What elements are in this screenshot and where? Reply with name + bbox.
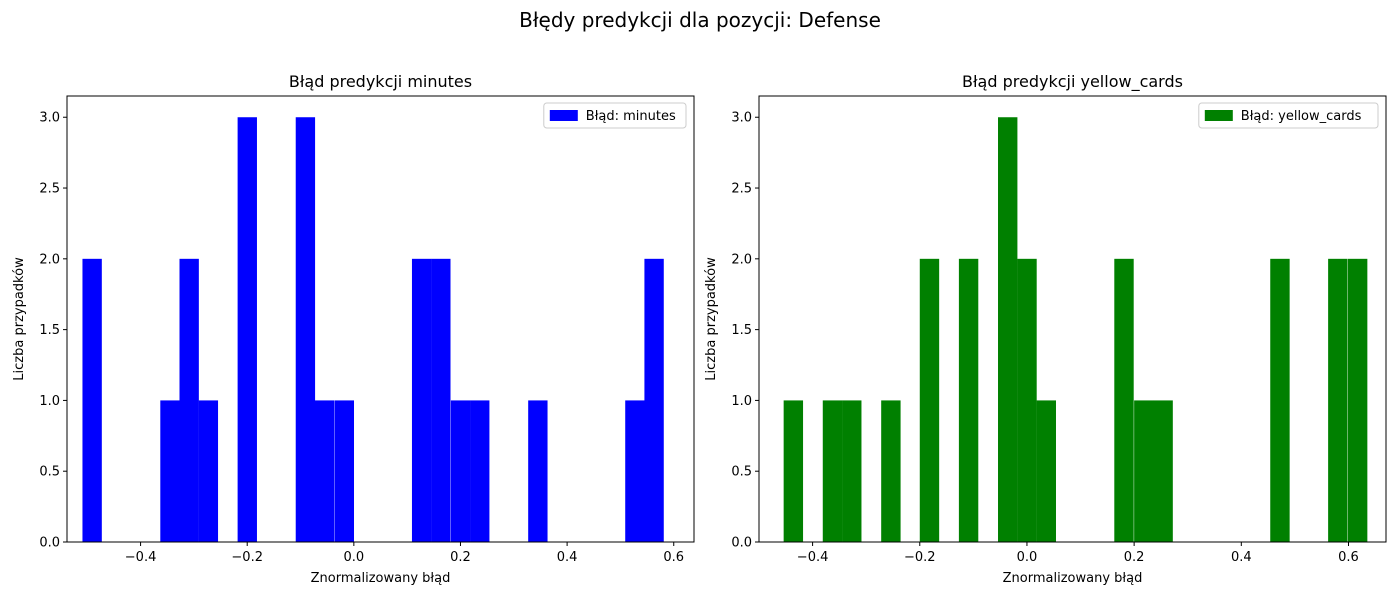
legend-label: Błąd: yellow_cards <box>1241 109 1362 124</box>
histogram-bar <box>160 400 180 542</box>
chart-title: Błąd predykcji yellow_cards <box>962 72 1183 92</box>
histogram-bar <box>644 258 664 542</box>
histogram-bar <box>1328 258 1348 542</box>
histogram-bar <box>198 400 219 542</box>
histogram-bar <box>783 400 804 542</box>
axes-frame <box>758 95 1387 543</box>
y-axis-label: Liczba przypadków <box>704 257 719 381</box>
y-tick-label: 1.5 <box>731 323 752 338</box>
histogram-bar <box>958 258 979 542</box>
x-tick-label: 0.0 <box>343 550 364 565</box>
histogram-bar <box>82 258 102 542</box>
histogram-bar <box>1017 258 1037 542</box>
y-tick-label: 1.0 <box>731 394 752 409</box>
y-tick-label: 0.5 <box>39 465 60 480</box>
x-tick-label: 0.4 <box>557 550 578 565</box>
x-tick-label: −0.2 <box>904 550 936 565</box>
x-tick-label: −0.4 <box>125 550 157 565</box>
histogram-bar <box>1114 258 1134 542</box>
y-tick-label: 0.0 <box>39 536 60 551</box>
y-tick-label: 2.0 <box>731 252 752 267</box>
y-axis-label: Liczba przypadków <box>12 257 27 381</box>
chart-title: Błąd predykcji minutes <box>289 72 472 91</box>
histogram-bar <box>295 117 316 542</box>
figure-title: Błędy predykcji dla pozycji: Defense <box>519 8 881 32</box>
histogram-bar <box>919 258 940 542</box>
histogram-bar <box>470 400 490 542</box>
y-tick-label: 3.0 <box>731 111 752 126</box>
histogram-bar <box>450 400 471 542</box>
x-axis-label: Znormalizowany błąd <box>1003 571 1143 586</box>
histogram-bar <box>1134 400 1154 542</box>
x-tick-label: 0.6 <box>1338 550 1359 565</box>
legend-box <box>543 102 687 129</box>
histogram-bar <box>179 258 199 542</box>
histogram-bar <box>625 400 645 542</box>
histogram-bar <box>822 400 843 542</box>
y-tick-label: 2.0 <box>39 252 60 267</box>
histogram-bar <box>411 258 432 542</box>
x-tick-label: 0.6 <box>663 550 684 565</box>
x-tick-label: −0.2 <box>231 550 263 565</box>
histogram-bar <box>528 400 548 542</box>
histogram-bar <box>431 258 451 542</box>
y-tick-label: 3.0 <box>39 111 60 126</box>
x-axis-label: Znormalizowany błąd <box>311 571 451 586</box>
y-tick-label: 1.0 <box>39 394 60 409</box>
x-tick-label: 0.2 <box>450 550 471 565</box>
x-tick-label: 0.4 <box>1231 550 1252 565</box>
histogram-bar <box>1270 258 1290 542</box>
x-tick-label: −0.4 <box>797 550 829 565</box>
axes-frame <box>66 95 695 543</box>
legend-swatch <box>1204 110 1233 121</box>
histogram-bar <box>334 400 355 542</box>
histogram-bar <box>842 400 862 542</box>
histogram-bar <box>1347 258 1368 542</box>
y-tick-label: 2.5 <box>731 182 752 197</box>
y-tick-label: 1.5 <box>39 323 60 338</box>
y-tick-label: 0.5 <box>731 465 752 480</box>
y-tick-label: 0.0 <box>731 536 752 551</box>
legend-label: Błąd: minutes <box>586 109 676 124</box>
histogram-bar <box>881 400 901 542</box>
legend-box <box>1198 102 1379 129</box>
legend-swatch <box>549 110 578 121</box>
histogram-bar <box>1036 400 1056 542</box>
x-tick-label: 0.0 <box>1017 550 1038 565</box>
x-tick-label: 0.2 <box>1124 550 1145 565</box>
histogram-bar <box>998 117 1018 542</box>
histogram-bar <box>237 117 257 542</box>
histogram-bar <box>1153 400 1173 542</box>
y-tick-label: 2.5 <box>39 182 60 197</box>
histogram-bar <box>314 400 335 542</box>
